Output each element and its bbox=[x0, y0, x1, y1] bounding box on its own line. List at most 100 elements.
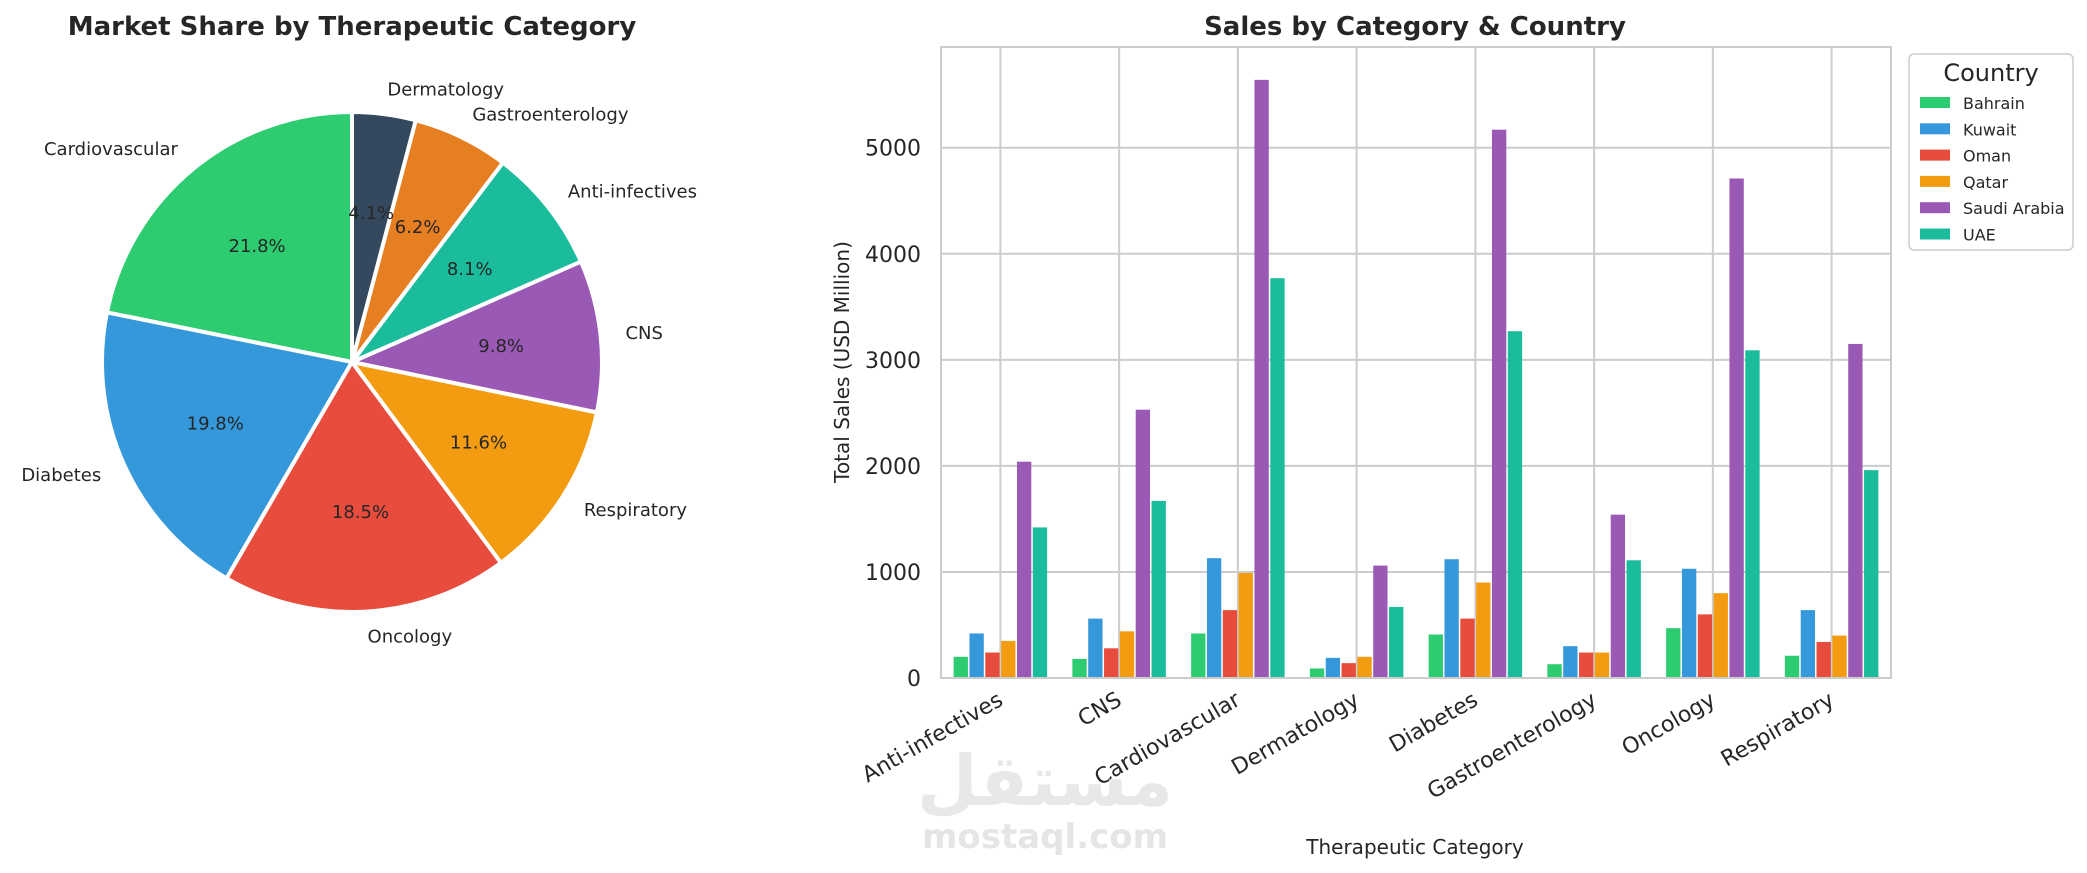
pie-percent-gastroenterology: 6.2% bbox=[395, 217, 441, 238]
y-tick-label: 4000 bbox=[865, 243, 921, 268]
bar-chart: Sales by Category & Country 0 1000 2000 300… bbox=[830, 12, 2074, 859]
pie-label-dermatology: Dermatology bbox=[387, 79, 504, 100]
bar-saudi-arabia-cns bbox=[1135, 409, 1151, 678]
pie-percent-cns: 9.8% bbox=[478, 336, 524, 357]
pie-percent-labels: 21.8% 19.8% 18.5% 11.6% 9.8% 8.1% 6.2%4.1% bbox=[187, 203, 524, 523]
pie-label-diabetes: Diabetes bbox=[21, 465, 101, 486]
bar-bahrain-cardiovascular bbox=[1191, 633, 1206, 678]
pie-chart-title: Market Share by Therapeutic Category bbox=[68, 12, 637, 42]
pie-label-respiratory: Respiratory bbox=[584, 500, 687, 521]
bar-qatar-oncology bbox=[1713, 593, 1728, 678]
bar-kuwait-oncology bbox=[1681, 568, 1697, 678]
pie-label-cns: CNS bbox=[625, 323, 662, 344]
x-tick-label-cns: CNS bbox=[1074, 688, 1126, 733]
bar-bahrain-diabetes bbox=[1428, 634, 1443, 678]
bar-bahrain-anti-infectives bbox=[953, 656, 968, 678]
bar-kuwait-cns bbox=[1088, 618, 1103, 678]
y-tick-labels: 0 1000 2000 3000 4000 5000 bbox=[865, 137, 921, 692]
bar-uae-cardiovascular bbox=[1270, 278, 1285, 678]
bar-oman-gastroenterology bbox=[1579, 652, 1594, 678]
x-tick-label-oncology: Oncology bbox=[1618, 688, 1720, 761]
pie-slice-respiratory bbox=[350, 360, 599, 565]
bar-qatar-cns bbox=[1119, 631, 1135, 678]
pie-slices bbox=[100, 110, 604, 614]
y-tick-label: 1000 bbox=[865, 561, 921, 586]
legend-label-saudi-arabia: Saudi Arabia bbox=[1963, 199, 2065, 218]
y-tick-label: 2000 bbox=[865, 455, 921, 480]
pie-label-anti-infectives: Anti-infectives bbox=[568, 182, 697, 203]
bar-bahrain-cns bbox=[1072, 658, 1087, 678]
bar-bahrain-dermatology bbox=[1309, 668, 1325, 678]
pie-slice-anti-infectives bbox=[350, 160, 583, 364]
legend-title: Country bbox=[1943, 59, 2038, 87]
legend-swatch-bahrain bbox=[1920, 97, 1950, 108]
pie-slice-cardiovascular bbox=[104, 110, 354, 364]
bar-oman-cns bbox=[1104, 648, 1119, 678]
pie-percent-dermatology: 4.1% bbox=[348, 203, 394, 224]
bar-uae-dermatology bbox=[1389, 606, 1404, 678]
pie-percent-respiratory: 11.6% bbox=[450, 433, 507, 454]
legend-label-kuwait: Kuwait bbox=[1963, 120, 2016, 139]
bar-kuwait-respiratory bbox=[1800, 610, 1816, 678]
bar-kuwait-dermatology bbox=[1325, 657, 1341, 678]
bar-qatar-cardiovascular bbox=[1238, 573, 1253, 678]
bar-bahrain-oncology bbox=[1666, 628, 1681, 678]
legend-label-bahrain: Bahrain bbox=[1963, 94, 2025, 113]
legend-items: Bahrain Kuwait Oman Qatar Saudi Arabia UAE bbox=[1920, 94, 2065, 245]
bar-qatar-dermatology bbox=[1357, 656, 1372, 678]
legend-swatch-oman bbox=[1920, 149, 1950, 161]
pie-slice-dermatology bbox=[350, 110, 418, 364]
bar-qatar-diabetes bbox=[1476, 582, 1491, 678]
bar-oman-respiratory bbox=[1816, 641, 1831, 678]
pie-label-gastroenterology: Gastroenterology bbox=[472, 105, 629, 126]
bar-bahrain-gastroenterology bbox=[1547, 664, 1562, 678]
bar-uae-respiratory bbox=[1864, 470, 1879, 678]
x-tick-label-dermatology: Dermatology bbox=[1228, 688, 1364, 781]
bar-saudi-arabia-gastroenterology bbox=[1610, 514, 1626, 678]
bar-saudi-arabia-diabetes bbox=[1491, 129, 1507, 678]
bar-kuwait-cardiovascular bbox=[1206, 558, 1222, 678]
legend-swatch-saudi-arabia bbox=[1920, 202, 1950, 214]
pie-percent-diabetes: 19.8% bbox=[187, 414, 244, 435]
y-axis-label: Total Sales (USD Million) bbox=[830, 241, 854, 484]
y-tick-label: 0 bbox=[907, 667, 921, 692]
bar-chart-title: Sales by Category & Country bbox=[1204, 12, 1626, 42]
bar-uae-diabetes bbox=[1507, 331, 1523, 678]
bar-uae-cns bbox=[1151, 500, 1166, 678]
bar-saudi-arabia-dermatology bbox=[1373, 565, 1388, 678]
pie-slice-cns bbox=[350, 259, 604, 415]
legend-swatch-kuwait bbox=[1920, 123, 1950, 135]
bar-oman-anti-infectives bbox=[985, 652, 1000, 678]
pie-label-oncology: Oncology bbox=[368, 627, 453, 648]
bar-kuwait-anti-infectives bbox=[969, 633, 984, 678]
legend-swatch-qatar bbox=[1920, 175, 1950, 187]
legend-swatch-uae bbox=[1920, 228, 1950, 240]
bar-kuwait-gastroenterology bbox=[1563, 646, 1578, 678]
bar-qatar-anti-infectives bbox=[1001, 640, 1016, 678]
bar-qatar-gastroenterology bbox=[1594, 652, 1610, 678]
bar-oman-dermatology bbox=[1341, 663, 1356, 678]
pie-category-labels: Cardiovascular Diabetes Oncology Respirator… bbox=[21, 79, 697, 647]
bar-uae-gastroenterology bbox=[1626, 560, 1641, 678]
bar-bars bbox=[953, 79, 1879, 679]
bar-bahrain-respiratory bbox=[1784, 655, 1800, 678]
pie-percent-anti-infectives: 8.1% bbox=[447, 259, 493, 280]
legend: Country Bahrain Kuwait Oman Qatar Saudi Arab… bbox=[1908, 53, 2074, 251]
bar-uae-oncology bbox=[1745, 350, 1760, 678]
y-tick-label: 5000 bbox=[865, 137, 921, 162]
watermark: مستقل mostaql.com bbox=[917, 740, 1173, 857]
pie-slice-diabetes bbox=[100, 310, 354, 581]
bar-kuwait-diabetes bbox=[1444, 559, 1459, 678]
legend-label-uae: UAE bbox=[1963, 226, 1996, 245]
pie-chart: Market Share by Therapeutic Category 21.… bbox=[21, 12, 697, 648]
pie-label-cardiovascular: Cardiovascular bbox=[44, 139, 179, 160]
bar-saudi-arabia-cardiovascular bbox=[1254, 79, 1269, 679]
bar-saudi-arabia-anti-infectives bbox=[1016, 461, 1032, 678]
watermark-arabic: مستقل bbox=[917, 740, 1173, 822]
watermark-latin: mostaql.com bbox=[922, 817, 1168, 857]
pie-percent-oncology: 18.5% bbox=[332, 502, 389, 523]
bar-qatar-respiratory bbox=[1832, 635, 1847, 678]
bar-uae-anti-infectives bbox=[1032, 527, 1048, 678]
y-tick-label: 3000 bbox=[865, 349, 921, 374]
